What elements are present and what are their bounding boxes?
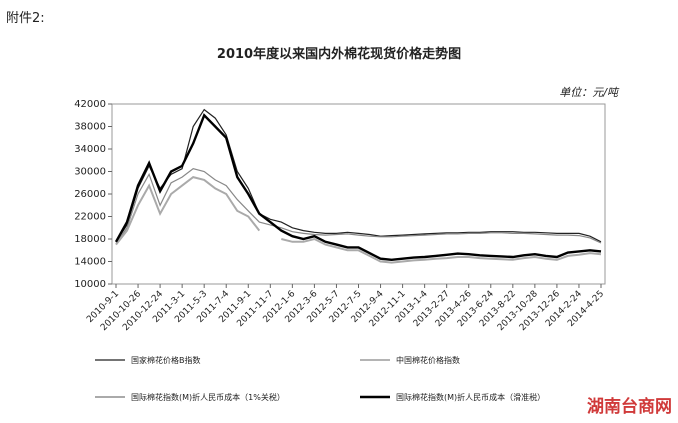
- series-line: [115, 168, 602, 244]
- y-tick-label: 14000: [74, 257, 106, 268]
- watermark: 湖南台商网: [587, 396, 672, 417]
- y-tick-label: 38000: [74, 122, 106, 133]
- header: 附件2:: [6, 11, 45, 26]
- y-tick-label: 30000: [74, 167, 106, 178]
- y-tick-label: 22000: [74, 212, 106, 223]
- legend-label: 中国棉花价格指数: [396, 355, 460, 365]
- y-tick-label: 34000: [74, 144, 106, 155]
- unit-label: 单位：元/吨: [559, 86, 620, 99]
- chart-title: 2010年度以来国内外棉花现货价格走势图: [217, 46, 461, 62]
- y-tick-label: 18000: [74, 234, 106, 245]
- series-line: [115, 176, 602, 264]
- y-tick-label: 26000: [74, 189, 106, 200]
- series-line: [114, 113, 602, 262]
- legend-label: 国际棉花指数(M)折人民币成本（滑准税）: [396, 392, 545, 402]
- legend-label: 国家棉花价格B指数: [131, 355, 201, 365]
- legend-label: 国际棉花指数(M)折人民币成本（1%关税）: [131, 392, 285, 402]
- y-tick-label: 10000: [74, 279, 106, 290]
- series-line: [115, 108, 602, 243]
- y-tick-label: 42000: [74, 99, 106, 110]
